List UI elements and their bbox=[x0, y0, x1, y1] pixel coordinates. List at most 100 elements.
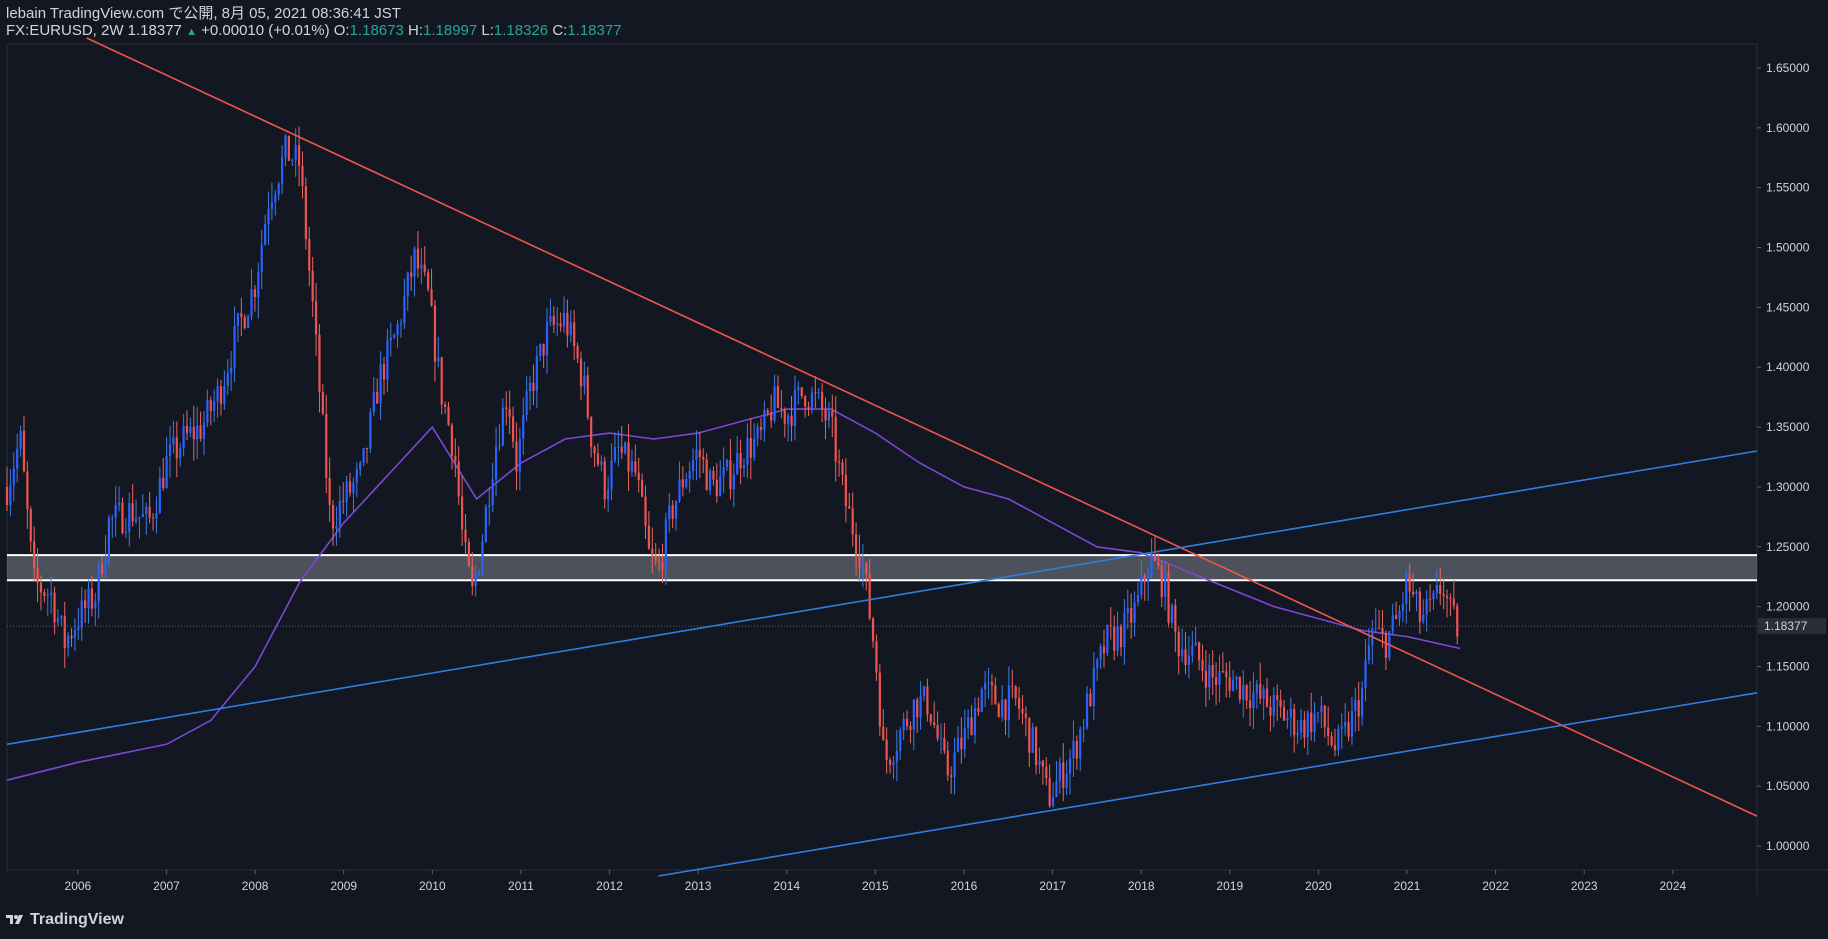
x-tick-label: 2019 bbox=[1216, 879, 1243, 893]
candle-body bbox=[661, 562, 664, 569]
candle-body bbox=[233, 325, 236, 368]
candle-body bbox=[1428, 598, 1432, 600]
candle-body bbox=[202, 423, 206, 439]
ohlc-legend: FX:EURUSD, 2W 1.18377 ▲ +0.00010 (+0.01%… bbox=[6, 22, 622, 41]
candle-body bbox=[1068, 758, 1072, 774]
candle-body bbox=[1177, 631, 1180, 657]
candle-body bbox=[464, 529, 467, 542]
candle-body bbox=[1286, 717, 1289, 721]
candle-body bbox=[168, 444, 172, 457]
candle-body bbox=[216, 386, 219, 402]
candle-body bbox=[678, 479, 681, 502]
candle-body bbox=[77, 627, 80, 630]
candle-body bbox=[668, 505, 671, 520]
candle-body bbox=[1126, 607, 1129, 614]
candle-body bbox=[861, 562, 864, 568]
candle-body bbox=[22, 430, 26, 472]
y-tick-label: 1.10000 bbox=[1766, 719, 1810, 733]
resistance-zone[interactable] bbox=[7, 554, 1757, 582]
candle-body bbox=[1198, 642, 1201, 661]
candle-body bbox=[916, 699, 919, 718]
candlesticks[interactable] bbox=[5, 126, 1459, 808]
candle-body bbox=[325, 413, 328, 478]
candle-body bbox=[1310, 712, 1313, 733]
candle-body bbox=[1045, 766, 1048, 779]
x-tick-label: 2012 bbox=[596, 879, 623, 893]
candle-body bbox=[311, 270, 314, 302]
time-axis[interactable]: 2006 2007 2008 2009 2010 2011 2012 2013 2014 2015… bbox=[65, 870, 1687, 893]
candle-body bbox=[12, 468, 15, 486]
candle-body bbox=[875, 641, 878, 673]
candle-body bbox=[29, 509, 32, 542]
candle-body bbox=[950, 775, 953, 777]
candle-body bbox=[980, 689, 983, 712]
candle-body bbox=[1028, 717, 1031, 753]
candle-body bbox=[984, 683, 987, 690]
candle-body bbox=[301, 165, 304, 187]
candle-body bbox=[837, 461, 841, 463]
candle-body bbox=[688, 470, 691, 479]
candle-body bbox=[43, 592, 46, 597]
candle-body bbox=[393, 335, 396, 338]
candle-body bbox=[50, 592, 53, 595]
trendlines[interactable] bbox=[6, 37, 1758, 877]
candle-body bbox=[369, 412, 372, 449]
candle-body bbox=[895, 750, 898, 762]
candle-body bbox=[243, 316, 246, 329]
candle-body bbox=[138, 516, 141, 519]
candle-body bbox=[1096, 659, 1099, 668]
candle-body bbox=[528, 382, 532, 392]
candle-body bbox=[1014, 686, 1017, 699]
candle-body bbox=[827, 410, 831, 421]
candle-body bbox=[1411, 591, 1415, 595]
candle-body bbox=[26, 471, 29, 510]
candle-body bbox=[250, 289, 253, 317]
candle-body bbox=[1065, 773, 1068, 788]
candle-body bbox=[858, 555, 861, 568]
candle-body bbox=[1279, 699, 1282, 707]
candle-body bbox=[1221, 671, 1224, 673]
candle-body bbox=[1133, 602, 1136, 623]
candle-body bbox=[1116, 625, 1119, 651]
candle-body bbox=[1041, 760, 1044, 767]
candle-body bbox=[484, 506, 487, 542]
candle-body bbox=[328, 477, 331, 505]
candle-body bbox=[1051, 796, 1055, 806]
candle-body bbox=[681, 479, 684, 488]
candle-body bbox=[314, 301, 318, 335]
candle-body bbox=[780, 407, 783, 409]
candle-body bbox=[1164, 573, 1167, 598]
candle-body bbox=[80, 600, 83, 628]
candle-body bbox=[1218, 671, 1221, 685]
candle-body bbox=[365, 448, 369, 450]
candle-body bbox=[1058, 762, 1061, 781]
y-tick-label: 1.05000 bbox=[1766, 779, 1810, 793]
candle-body bbox=[922, 686, 926, 696]
candle-body bbox=[461, 496, 464, 530]
close-label: C: bbox=[552, 22, 568, 39]
candle-body bbox=[1092, 667, 1095, 707]
candle-body bbox=[515, 441, 518, 472]
candle-body bbox=[1055, 780, 1058, 797]
candle-body bbox=[318, 334, 321, 392]
candle-body bbox=[1245, 685, 1248, 701]
candle-body bbox=[963, 727, 966, 750]
candle-body bbox=[1194, 642, 1197, 646]
symbol-label[interactable]: FX:EURUSD, 2W 1.18377 bbox=[6, 22, 182, 39]
candle-body bbox=[33, 541, 36, 568]
candle-body bbox=[1136, 594, 1140, 603]
candle-body bbox=[488, 505, 491, 507]
tradingview-brand[interactable]: TradingView bbox=[6, 911, 124, 929]
candle-body bbox=[111, 517, 114, 519]
price-axis[interactable]: 1.65000 1.60000 1.55000 1.50000 1.45000 1.400… bbox=[1757, 61, 1810, 853]
candle-body bbox=[84, 600, 87, 609]
y-tick-label: 1.60000 bbox=[1766, 121, 1810, 135]
candle-body bbox=[878, 672, 881, 727]
candle-body bbox=[158, 477, 161, 514]
candle-body bbox=[664, 519, 667, 569]
trendline-descending-resistance bbox=[86, 37, 1758, 817]
candle-body bbox=[1323, 705, 1326, 728]
candle-body bbox=[746, 437, 749, 465]
candle-body bbox=[39, 582, 43, 593]
